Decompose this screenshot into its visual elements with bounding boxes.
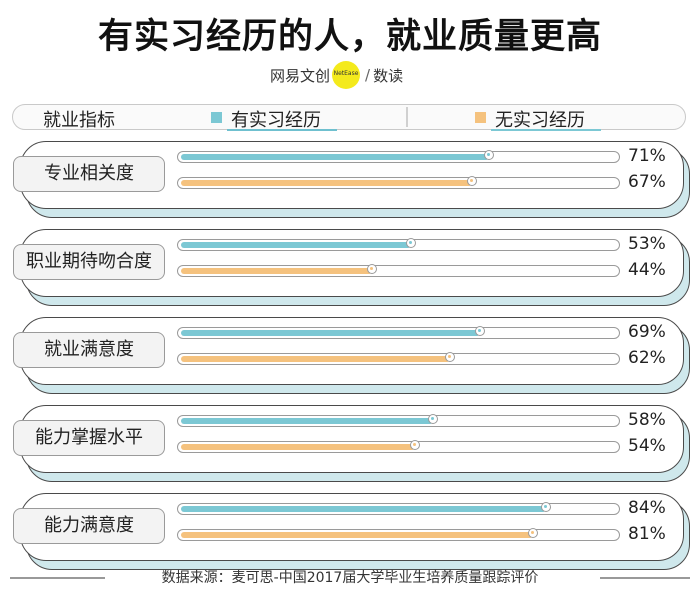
category-header: 就业指标 bbox=[43, 110, 115, 131]
value-label: 67% bbox=[628, 172, 666, 192]
bar-end-marker bbox=[475, 326, 485, 336]
source-text: 数据来源：麦可思-中国2017届大学毕业生培养质量跟踪评价 bbox=[161, 570, 539, 586]
bar-with-internship bbox=[181, 417, 433, 424]
bar-track bbox=[177, 150, 620, 163]
value-label: 81% bbox=[628, 524, 666, 544]
bar-end-marker bbox=[367, 264, 377, 274]
bar-end-marker-dot bbox=[448, 355, 451, 358]
category-label: 职业期待吻合度 bbox=[13, 244, 165, 280]
category-label: 就业满意度 bbox=[13, 332, 165, 368]
bar-without-internship bbox=[181, 267, 372, 274]
legend-swatch-b bbox=[475, 112, 486, 123]
data-source: 数据来源：麦可思-中国2017届大学毕业生培养质量跟踪评价 bbox=[0, 567, 700, 587]
value-label: 71% bbox=[628, 146, 666, 166]
bar-without-internship bbox=[181, 355, 450, 362]
value-label: 84% bbox=[628, 498, 666, 518]
bar-end-marker-dot bbox=[470, 179, 473, 182]
bar-track bbox=[177, 440, 620, 453]
value-label: 69% bbox=[628, 322, 666, 342]
legend-underline-b bbox=[491, 129, 601, 131]
bar-track bbox=[177, 326, 620, 339]
bar-end-marker-dot bbox=[431, 417, 434, 420]
bar-end-marker-dot bbox=[531, 531, 534, 534]
bar-end-marker bbox=[484, 150, 494, 160]
value-label: 53% bbox=[628, 234, 666, 254]
category-label: 专业相关度 bbox=[13, 156, 165, 192]
bar-end-marker-dot bbox=[478, 329, 481, 332]
page-title: 有实习经历的人，就业质量更高 bbox=[97, 17, 602, 57]
bar-track bbox=[177, 502, 620, 515]
netease-dot-icon: NetEase bbox=[332, 61, 361, 89]
brand-name: 网易文创 bbox=[270, 66, 331, 85]
legend-bar: 就业指标 有实习经历 无实习经历 bbox=[12, 104, 686, 131]
bar-end-marker bbox=[428, 414, 438, 424]
source-rule-right bbox=[600, 577, 690, 579]
bar-end-marker bbox=[528, 528, 538, 538]
bar-end-marker-dot bbox=[409, 241, 412, 244]
bar-end-marker-dot bbox=[413, 443, 416, 446]
bar-end-marker bbox=[445, 352, 455, 362]
legend-swatch-a bbox=[211, 112, 222, 123]
bar-end-marker bbox=[541, 502, 551, 512]
bar-track bbox=[177, 264, 620, 277]
bar-without-internship bbox=[181, 179, 472, 186]
bar-end-marker-dot bbox=[544, 505, 547, 508]
legend-label-a: 有实习经历 bbox=[231, 110, 321, 131]
bar-track bbox=[177, 238, 620, 251]
bar-with-internship bbox=[181, 153, 489, 160]
bar-track bbox=[177, 528, 620, 541]
bar-without-internship bbox=[181, 443, 415, 450]
bar-end-marker bbox=[406, 238, 416, 248]
bar-end-marker bbox=[467, 176, 477, 186]
value-label: 62% bbox=[628, 348, 666, 368]
brand-logo: 网易文创 NetEase / 数读 bbox=[270, 61, 404, 89]
bar-end-marker bbox=[410, 440, 420, 450]
bar-without-internship bbox=[181, 531, 533, 538]
brand-column: 数读 bbox=[373, 66, 404, 85]
netease-dot-text: NetEase bbox=[333, 70, 359, 77]
bar-with-internship bbox=[181, 505, 546, 512]
bar-end-marker-dot bbox=[370, 267, 373, 270]
bar-track bbox=[177, 414, 620, 427]
legend-divider bbox=[406, 107, 408, 127]
category-label: 能力满意度 bbox=[13, 508, 165, 544]
source-rule-left bbox=[10, 577, 105, 579]
value-label: 58% bbox=[628, 410, 666, 430]
legend-label-b: 无实习经历 bbox=[495, 110, 585, 131]
value-label: 44% bbox=[628, 260, 666, 280]
bar-with-internship bbox=[181, 329, 480, 336]
bar-end-marker-dot bbox=[487, 153, 490, 156]
legend-underline-a bbox=[227, 129, 337, 131]
category-label: 能力掌握水平 bbox=[13, 420, 165, 456]
bar-with-internship bbox=[181, 241, 411, 248]
bar-track bbox=[177, 352, 620, 365]
value-label: 54% bbox=[628, 436, 666, 456]
bar-track bbox=[177, 176, 620, 189]
